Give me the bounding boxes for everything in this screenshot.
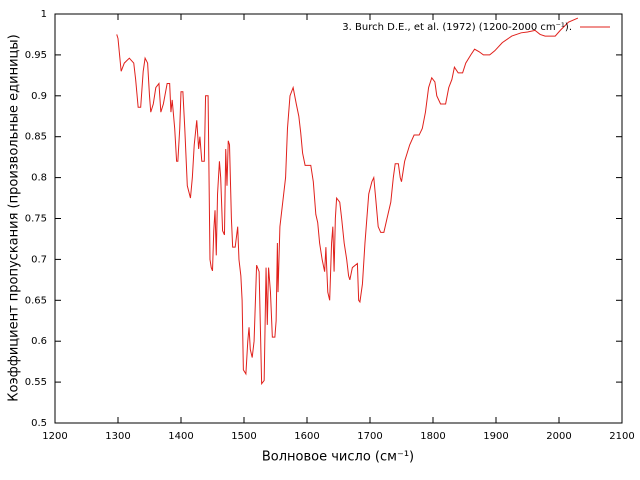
plot-frame [54,13,623,424]
x-tick-label: 1900 [483,431,508,442]
y-tick-label: 0.9 [31,91,47,102]
x-tick-label: 1200 [42,431,67,442]
legend-label: 3. Burch D.E., et al. (1972) (1200-2000 … [342,22,572,33]
x-tick-label: 2000 [546,431,571,442]
y-tick-label: 0.75 [25,214,47,225]
x-tick-label: 1300 [105,431,130,442]
y-tick-label: 0.85 [25,132,47,143]
y-tick-label: 0.8 [31,173,47,184]
x-tick-label: 1700 [357,431,382,442]
y-tick-label: 0.6 [31,336,47,347]
x-axis-label: Волновое число (см⁻¹) [262,450,414,465]
data-line [116,17,579,386]
y-tick-label: 0.55 [25,377,47,388]
y-tick-label: 1 [41,9,47,20]
y-axis-label: Коэффициент пропускания (произвольные ед… [7,34,22,401]
y-tick-label: 0.65 [25,295,47,306]
x-tick-label: 1800 [420,431,445,442]
y-tick-label: 0.95 [25,50,47,61]
x-tick-label: 1400 [168,431,193,442]
x-tick-label: 1500 [231,431,256,442]
y-tick-label: 0.7 [31,254,47,265]
x-tick-label: 1600 [294,431,319,442]
y-tick-label: 0.5 [31,418,47,429]
x-tick-label: 2100 [609,431,634,442]
